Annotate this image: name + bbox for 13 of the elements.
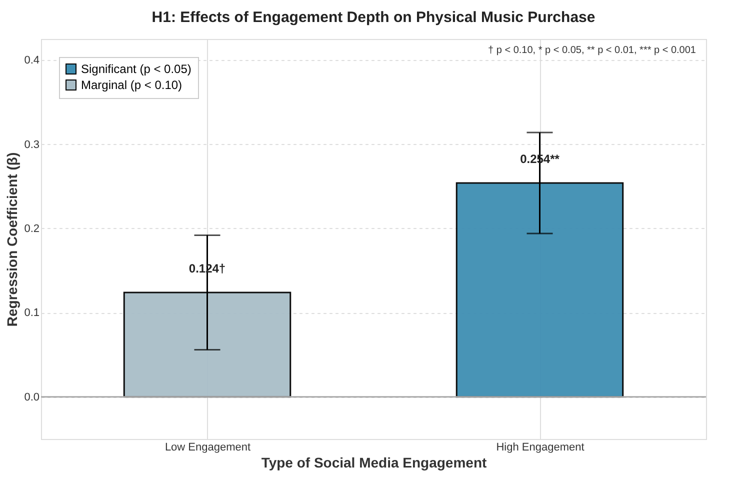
x-tick-label: High Engagement [496,442,584,454]
x-tick-label: Low Engagement [164,442,251,454]
legend-label: Significant (p < 0.05) [81,62,192,76]
legend-label: Marginal (p < 0.10) [81,78,182,92]
y-tick-label: 0.0 [24,391,40,404]
y-tick-label: 0.4 [24,54,40,67]
annotation: † p < 0.10, * p < 0.05, ** p < 0.01, *** p < 0.001 [488,45,696,56]
y-tick-label: 0.1 [24,307,40,320]
chart-title: H1: Effects of Engagement Depth on Physical Music Purchase [152,9,596,26]
y-tick-label: 0.3 [24,138,40,151]
x-axis-title: Type of Social Media Engagement [261,454,488,470]
y-axis-title: Regression Coefficient (β) [4,152,20,327]
y-tick-label: 0.2 [24,222,40,235]
